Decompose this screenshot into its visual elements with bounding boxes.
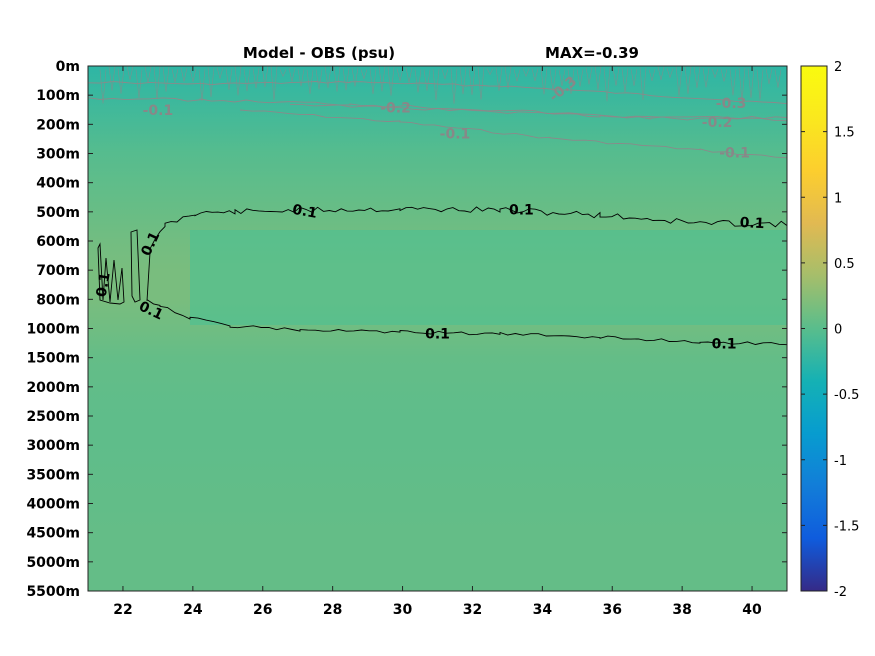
x-tick-label: 40 bbox=[742, 602, 762, 618]
surface-contours bbox=[99, 66, 782, 104]
y-tick-label: 300m bbox=[36, 147, 80, 163]
colorbar-tick-label: 2 bbox=[834, 60, 842, 75]
x-axis: 22 24 26 28 30 32 34 36 38 40 bbox=[113, 66, 762, 618]
max-label: MAX=-0.39 bbox=[545, 44, 639, 62]
x-tick-label: 24 bbox=[183, 602, 203, 618]
colorbar-tick-label: 1 bbox=[834, 191, 842, 206]
y-tick-label: 500m bbox=[36, 205, 80, 221]
contour-label: 0.1 bbox=[425, 326, 450, 342]
contour-0.1-loop bbox=[130, 229, 141, 303]
contour-label: -0.3 bbox=[716, 96, 747, 112]
y-tick-label: 1500m bbox=[26, 351, 80, 367]
colorbar-tick-label: -0.5 bbox=[834, 388, 859, 403]
contour-neg-0.1-deep bbox=[239, 109, 787, 159]
contour-neg-0.2 bbox=[290, 104, 787, 120]
contour-label: -0.1 bbox=[143, 103, 174, 119]
plot-area: 0.1 0.10.10.10.10.10.10.1-0.1-0.1-0.1-0.2… bbox=[87, 65, 788, 592]
x-tick-label: 28 bbox=[323, 602, 342, 618]
contour-label: 0.1 bbox=[291, 202, 318, 222]
x-tick-label: 30 bbox=[393, 602, 413, 618]
colorbar-tick-label: -1 bbox=[834, 454, 847, 469]
y-tick-label: 3000m bbox=[26, 438, 80, 454]
colorbar-tick-label: -1.5 bbox=[834, 519, 859, 534]
colorbar: 2 1.5 1 0.5 0 -0.5 -1 -1.5 -2 bbox=[800, 60, 859, 600]
x-tick-label: 22 bbox=[113, 602, 132, 618]
colorbar-tick-label: -2 bbox=[834, 585, 847, 600]
colorbar-ticks: 2 1.5 1 0.5 0 -0.5 -1 -1.5 -2 bbox=[801, 60, 859, 600]
y-tick-label: 0m bbox=[56, 59, 80, 75]
y-tick-label: 400m bbox=[36, 176, 80, 192]
y-tick-label: 800m bbox=[36, 292, 80, 308]
y-tick-label: 4000m bbox=[26, 497, 80, 513]
contour-0.1-lower bbox=[146, 299, 787, 346]
y-tick-label: 200m bbox=[36, 117, 80, 133]
x-tick-label: 34 bbox=[533, 602, 553, 618]
contour-label: 0.1 bbox=[712, 337, 737, 353]
contour-label: -0.2 bbox=[380, 100, 411, 116]
y-tick-label: 3500m bbox=[26, 467, 80, 483]
contour-label: -0.1 bbox=[440, 127, 471, 143]
colorbar-tick-label: 0 bbox=[834, 323, 842, 338]
contour-label: 0.1 bbox=[509, 202, 534, 218]
contour-neg-0.3 bbox=[88, 81, 787, 105]
y-tick-label: 700m bbox=[36, 263, 80, 279]
y-tick-label: 4500m bbox=[26, 526, 80, 542]
contour-lines bbox=[88, 66, 787, 346]
y-tick-label: 5000m bbox=[26, 555, 80, 571]
y-tick-label: 2000m bbox=[26, 380, 80, 396]
contour-label: -0.2 bbox=[702, 115, 733, 131]
core-high-region bbox=[190, 230, 787, 325]
y-tick-label: 600m bbox=[36, 234, 80, 250]
y-tick-label: 5500m bbox=[26, 584, 80, 600]
chart-title: Model - OBS (psu) bbox=[243, 44, 395, 62]
contour-0.1-upper bbox=[146, 206, 787, 301]
contour-label: 0.1 bbox=[739, 215, 765, 232]
colorbar-tick-label: 0.5 bbox=[834, 257, 855, 272]
x-tick-label: 36 bbox=[603, 602, 622, 618]
y-tick-label: 100m bbox=[36, 88, 80, 104]
contour-label: 0.1 bbox=[94, 271, 114, 298]
y-tick-label: 2500m bbox=[26, 409, 80, 425]
colorbar-gradient bbox=[801, 66, 827, 591]
contour-label: -0.1 bbox=[719, 146, 750, 162]
x-tick-label: 26 bbox=[253, 602, 272, 618]
x-tick-label: 32 bbox=[463, 602, 482, 618]
y-tick-label: 1000m bbox=[26, 322, 80, 338]
heatmap-field bbox=[88, 66, 787, 591]
x-tick-label: 38 bbox=[672, 602, 691, 618]
y-axis: 0m 100m 200m 300m 400m 500m 600m 700m 800m 1000m 1… bbox=[26, 59, 787, 600]
colorbar-tick-label: 1.5 bbox=[834, 126, 855, 141]
contour-0.1-loop bbox=[97, 242, 125, 305]
